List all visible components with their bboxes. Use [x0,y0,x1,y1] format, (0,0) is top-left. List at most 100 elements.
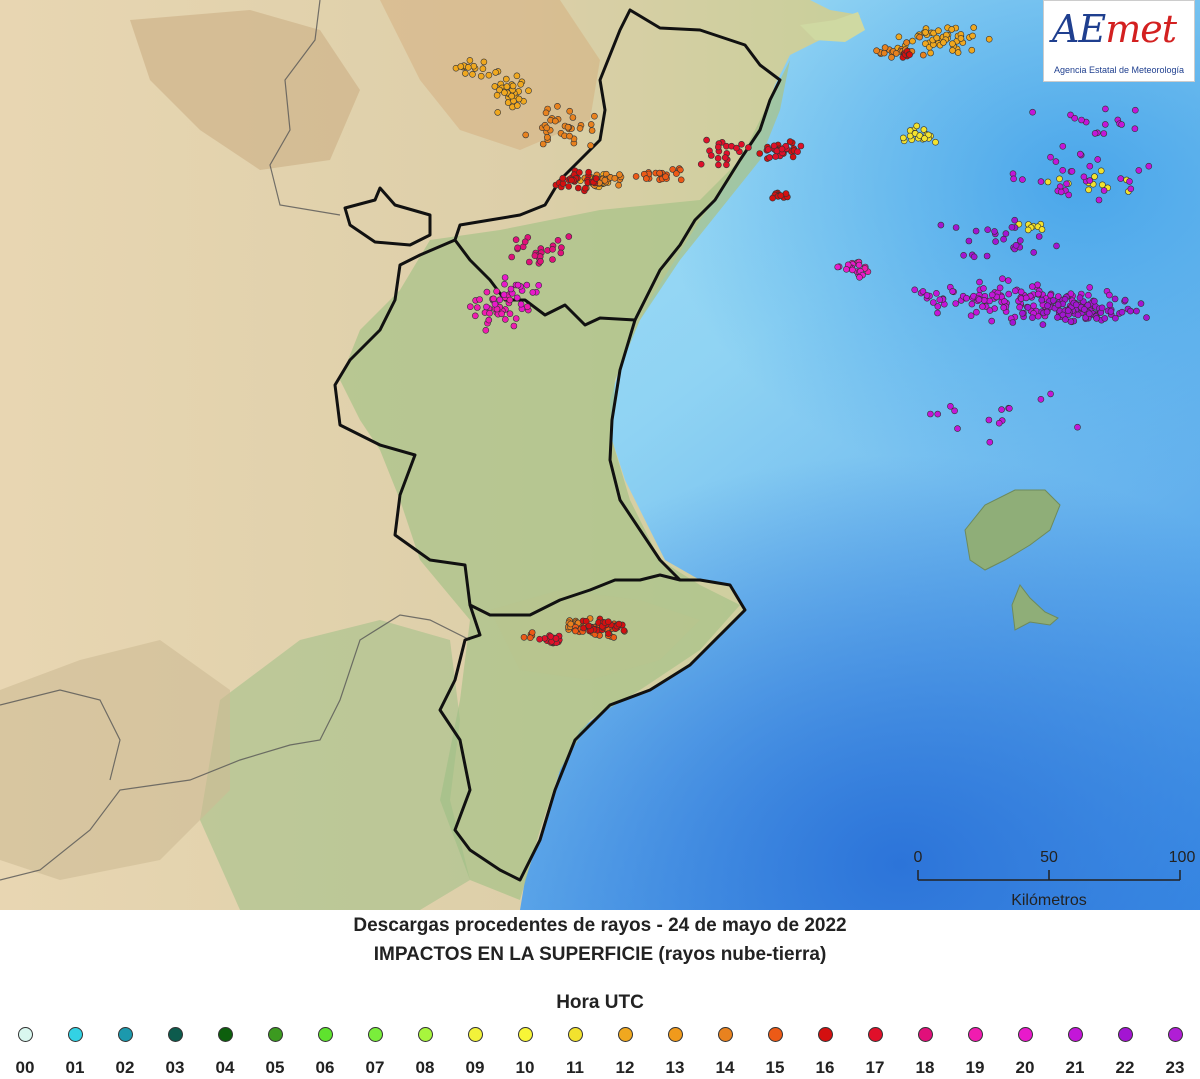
strike-dot-21 [968,300,976,308]
strike-dot-22 [1024,304,1032,311]
outline-castellon [453,8,782,327]
lightning-strikes [452,24,1153,647]
outline-valencia [333,238,682,617]
strike-dot-14 [919,51,927,59]
strike-dot-22 [1064,307,1072,314]
strike-dot-21 [1132,106,1139,114]
strike-dot-22 [1002,230,1010,237]
strike-dot-14 [551,117,559,125]
strike-dot-22 [1111,295,1119,303]
strike-dot-21 [1059,143,1067,150]
strike-dot-12 [949,47,956,54]
strike-dot-12 [513,72,521,80]
strike-dot-19 [493,287,500,295]
strike-dot-21 [911,286,919,294]
legend-label-16: 16 [815,1058,835,1077]
strike-dot-22 [1054,314,1061,321]
strike-dot-14 [554,103,561,110]
strike-dot-18 [525,258,533,266]
legend-label-09: 09 [465,1058,485,1077]
strike-dot-21 [1100,187,1108,194]
strike-dot-22 [1062,316,1069,323]
strike-dot-16 [786,138,794,145]
strike-dot-17 [766,154,773,161]
strike-dot-20 [491,300,499,308]
strike-dot-22 [1016,237,1024,244]
strike-dot-22 [1127,307,1134,315]
strike-dot-16 [559,174,567,182]
strike-dot-21 [1063,180,1070,188]
strike-dot-14 [892,50,900,57]
strike-dot-14 [615,181,622,189]
legend-swatch-17 [867,1027,883,1042]
strike-dot-14 [576,125,584,132]
strike-dot-15 [642,175,650,182]
formentera-island [1011,583,1059,631]
strike-dot-15 [677,166,684,174]
strike-dot-22 [1044,302,1051,310]
title-line-1: Descargas procedentes de rayos - 24 de m… [353,915,847,936]
strike-dot-18 [521,238,529,246]
strike-dot-12 [927,49,934,57]
strike-dot-21 [1078,116,1085,124]
strike-dot-11 [1038,226,1046,233]
strike-dot-20 [500,291,508,299]
strike-dot-17 [703,136,710,144]
border-murcia [0,614,471,881]
interior-borders [0,0,471,881]
strike-dot-21 [934,303,942,310]
strike-dot-22 [1072,301,1080,309]
strike-dot-21 [934,309,941,317]
legend-item-17: 17 [855,1022,895,1078]
strike-dot-22 [1019,309,1026,317]
strike-dot-17 [536,635,543,643]
strike-dot-17 [778,145,786,153]
strike-dot-19 [486,309,493,317]
legend-item-20: 20 [1005,1022,1045,1078]
strike-dot-21 [933,289,940,297]
logo-word-right: met [1105,7,1177,51]
strike-dot-21 [947,402,954,410]
strike-dot-18 [537,257,544,265]
strike-dot-17 [738,141,745,148]
strike-dot-12 [491,83,499,90]
strike-dot-18 [549,246,556,253]
legend-label-20: 20 [1015,1058,1035,1077]
strike-dot-14 [543,124,551,132]
strike-dot-22 [1000,235,1007,243]
legend-label-15: 15 [765,1058,785,1077]
strike-dot-12 [957,35,965,42]
strike-dot-19 [512,315,520,322]
strike-dot-17 [723,161,730,169]
legend-swatch-15 [767,1027,783,1042]
strike-dot-12 [503,83,511,90]
strike-dot-12 [909,37,916,45]
strike-dot-18 [565,233,573,240]
strike-dot-22 [1112,314,1119,322]
coastal-terrain [340,60,790,900]
strike-dot-15 [677,176,685,184]
strike-dot-14 [566,107,574,115]
strike-dot-12 [935,27,942,35]
strike-dot-16 [576,169,583,176]
strike-dot-19 [498,310,506,318]
legend-item-06: 06 [305,1022,345,1078]
strike-dot-15 [610,634,618,641]
strike-dot-14 [587,121,595,128]
strike-dot-21 [1010,175,1017,183]
strike-dot-11 [1024,226,1032,234]
region-outline [333,8,782,882]
legend-item-05: 05 [255,1022,295,1078]
strike-dot-12 [949,40,956,48]
strike-dot-22 [1086,310,1093,318]
strike-dot-21 [1052,158,1060,165]
strike-dot-21 [1086,177,1094,184]
strike-dot-19 [482,326,490,334]
strike-dot-12 [485,71,493,79]
strike-dot-21 [1080,173,1088,181]
strike-dot-22 [1009,319,1017,326]
strike-dot-22 [992,238,999,245]
strike-dot-21 [1004,277,1012,284]
strike-dot-22 [1067,318,1075,325]
strike-dot-20 [849,266,856,274]
